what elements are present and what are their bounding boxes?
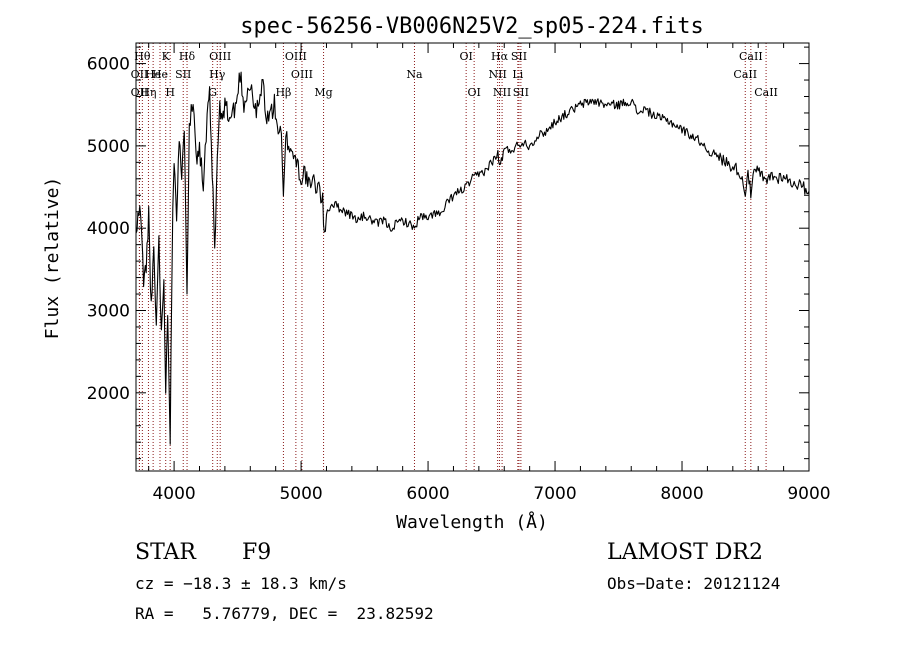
line-label: OII [131, 68, 149, 81]
chart-title: spec-56256-VB006N25V2_sp05-224.fits [240, 14, 704, 39]
line-label: G [208, 86, 217, 99]
y-axis-label: Flux (relative) [42, 177, 63, 340]
line-label: CaII [754, 86, 778, 99]
line-label: K [162, 50, 171, 63]
x-tick-label: 6000 [406, 484, 449, 504]
line-label: Li [512, 68, 523, 81]
y-tick-label: 6000 [87, 55, 130, 75]
line-label: OIII [209, 50, 231, 63]
line-label: He [145, 68, 161, 81]
obs-date-text: Obs−Date: 20121124 [607, 574, 780, 593]
line-label: Hα [491, 50, 509, 63]
line-label: H [165, 86, 175, 99]
survey-name: LAMOST DR2 [607, 540, 763, 565]
line-label: OII [131, 86, 149, 99]
x-axis-label: Wavelength (Å) [396, 511, 548, 533]
y-tick-label: 4000 [87, 219, 130, 239]
redshift-text: cz = −18.3 ± 18.3 km/s [135, 574, 347, 593]
line-label: Hγ [209, 68, 226, 81]
object-class: STAR [135, 540, 197, 565]
x-tick-label: 7000 [533, 484, 576, 504]
plot-frame [135, 42, 810, 472]
y-tick-label: 2000 [87, 384, 130, 404]
line-label: CaII [733, 68, 757, 81]
line-label: OIII [291, 68, 313, 81]
line-label: Hη [140, 86, 156, 99]
x-tick-label: 5000 [279, 484, 322, 504]
line-label: SII [513, 86, 529, 99]
line-label: NII [493, 86, 511, 99]
line-label: He [152, 68, 168, 81]
y-tick-label: 3000 [87, 302, 130, 322]
y-tick-label: 5000 [87, 137, 130, 157]
y-axis-ticks: 2000 3000 4000 5000 6000 [87, 46, 809, 460]
line-label: Hθ [134, 50, 151, 63]
x-tick-label: 9000 [787, 484, 830, 504]
x-tick-label: 8000 [660, 484, 703, 504]
line-label: OI [459, 50, 472, 63]
x-axis-ticks: 4000 5000 6000 7000 8000 9000 [148, 43, 831, 504]
line-label: OI [467, 86, 480, 99]
line-label: CaII [739, 50, 763, 63]
line-label: Hβ [275, 86, 291, 99]
x-tick-label: 4000 [152, 484, 195, 504]
line-label: SII [511, 50, 527, 63]
spectral-line-labels: HθOIIOIIHηHeHeKHSIIHδGHγOIIIHβOIIIOIIIMg… [131, 50, 778, 99]
line-label: OIII [285, 50, 307, 63]
line-label: Mg [314, 86, 332, 99]
coordinates-text: RA = 5.76779, DEC = 23.82592 [135, 604, 434, 623]
line-label: Na [406, 68, 423, 81]
line-label: SII [175, 68, 191, 81]
line-label: NII [488, 68, 506, 81]
line-label: Hδ [179, 50, 196, 63]
object-subclass: F9 [242, 540, 271, 565]
spectrum-line [135, 71, 810, 445]
